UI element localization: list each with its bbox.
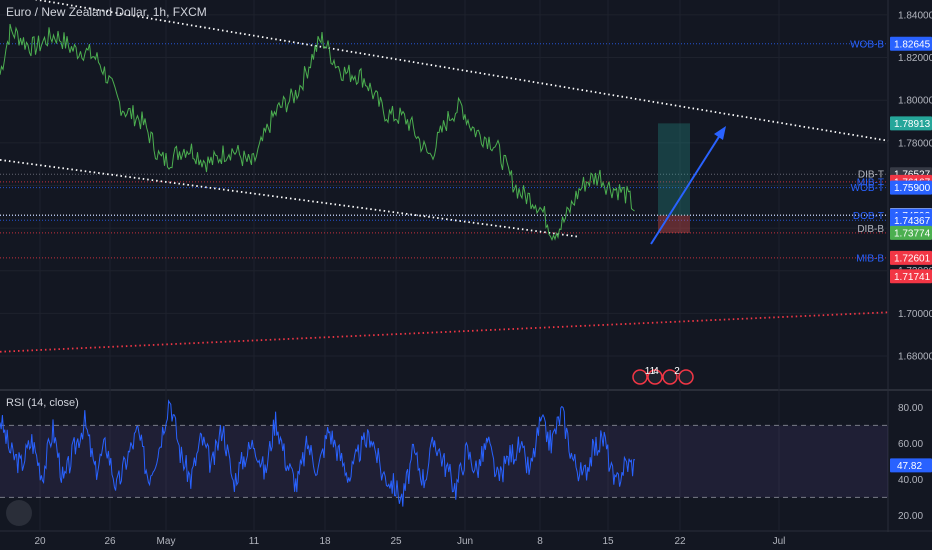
tradingview-logo-icon[interactable] xyxy=(6,500,32,526)
zone-label: DOB-T xyxy=(853,211,884,222)
zone-label: MIB-T xyxy=(857,177,884,188)
rsi-band xyxy=(0,425,888,498)
price-tag-bg xyxy=(890,269,932,284)
projection-arrow-head-icon xyxy=(714,126,726,140)
event-marker-icon xyxy=(647,369,663,385)
event-marker-count: 11 xyxy=(645,366,656,377)
y-tick-label: 1.82000 xyxy=(898,53,932,64)
chart-title: Euro / New Zealand Dollar, 1h, FXCM xyxy=(6,5,207,19)
rsi-tick-label: 40.00 xyxy=(898,475,923,486)
target-zone xyxy=(658,123,690,216)
price-tag-value: 1.75900 xyxy=(894,183,931,194)
price-tag-bg xyxy=(890,225,932,240)
y-tick-label: 1.84000 xyxy=(898,10,932,21)
rsi-title: RSI (14, close) xyxy=(6,397,79,409)
price-tag-value: 1.72601 xyxy=(894,253,931,264)
rsi-series xyxy=(0,399,636,507)
x-tick-label: 18 xyxy=(319,536,331,547)
x-tick-label: May xyxy=(157,536,176,547)
y-tick-label: 1.80000 xyxy=(898,96,932,107)
price-tag-value: 1.78913 xyxy=(894,119,931,130)
upper-trendline xyxy=(33,0,889,142)
red-trendline xyxy=(0,311,889,353)
rsi-value-tag xyxy=(890,458,932,473)
event-marker-icon xyxy=(662,369,678,385)
event-marker-icon xyxy=(632,369,648,385)
zone-label: WOB-T xyxy=(851,183,884,194)
price-tag-bg xyxy=(890,213,932,228)
price-tag-bg xyxy=(890,250,932,265)
y-tick-label: 1.70000 xyxy=(898,309,932,320)
x-tick-label: 26 xyxy=(104,536,116,547)
price-tag-bg xyxy=(890,180,932,195)
event-marker-count: 4 xyxy=(653,366,659,377)
x-tick-label: 22 xyxy=(674,536,686,547)
zone-label: DIB-T xyxy=(858,170,884,181)
event-marker-icon xyxy=(678,369,694,385)
x-tick-label: 8 xyxy=(537,536,543,547)
x-tick-label: 20 xyxy=(34,536,46,547)
event-marker-count: 2 xyxy=(674,366,680,377)
projection-arrow xyxy=(650,131,723,245)
x-tick-label: 25 xyxy=(390,536,402,547)
price-tag-bg xyxy=(890,116,932,131)
rsi-tick-label: 60.00 xyxy=(898,439,923,450)
x-tick-label: Jun xyxy=(457,536,473,547)
price-tag-bg xyxy=(890,36,932,51)
price-tag-value: 1.74367 xyxy=(894,216,931,227)
zone-label: DIB-B xyxy=(857,224,884,235)
y-tick-label: 1.78000 xyxy=(898,138,932,149)
price-series xyxy=(0,23,635,242)
price-tag-value: 1.71741 xyxy=(894,272,931,283)
rsi-tick-label: 20.00 xyxy=(898,511,923,522)
x-tick-label: Jul xyxy=(773,536,786,547)
x-tick-label: 15 xyxy=(602,536,614,547)
zone-label: MIB-B xyxy=(856,253,884,264)
price-tag-value: 1.82645 xyxy=(894,39,931,50)
x-tick-label: 11 xyxy=(249,536,260,547)
lower-trendline xyxy=(0,158,579,238)
y-tick-label: 1.68000 xyxy=(898,352,932,363)
zone-label: WOB-B xyxy=(850,39,884,50)
rsi-tick-label: 80.00 xyxy=(898,403,923,414)
price-tag-value: 1.73774 xyxy=(894,228,931,239)
rsi-current-value: 47.82 xyxy=(897,461,922,472)
